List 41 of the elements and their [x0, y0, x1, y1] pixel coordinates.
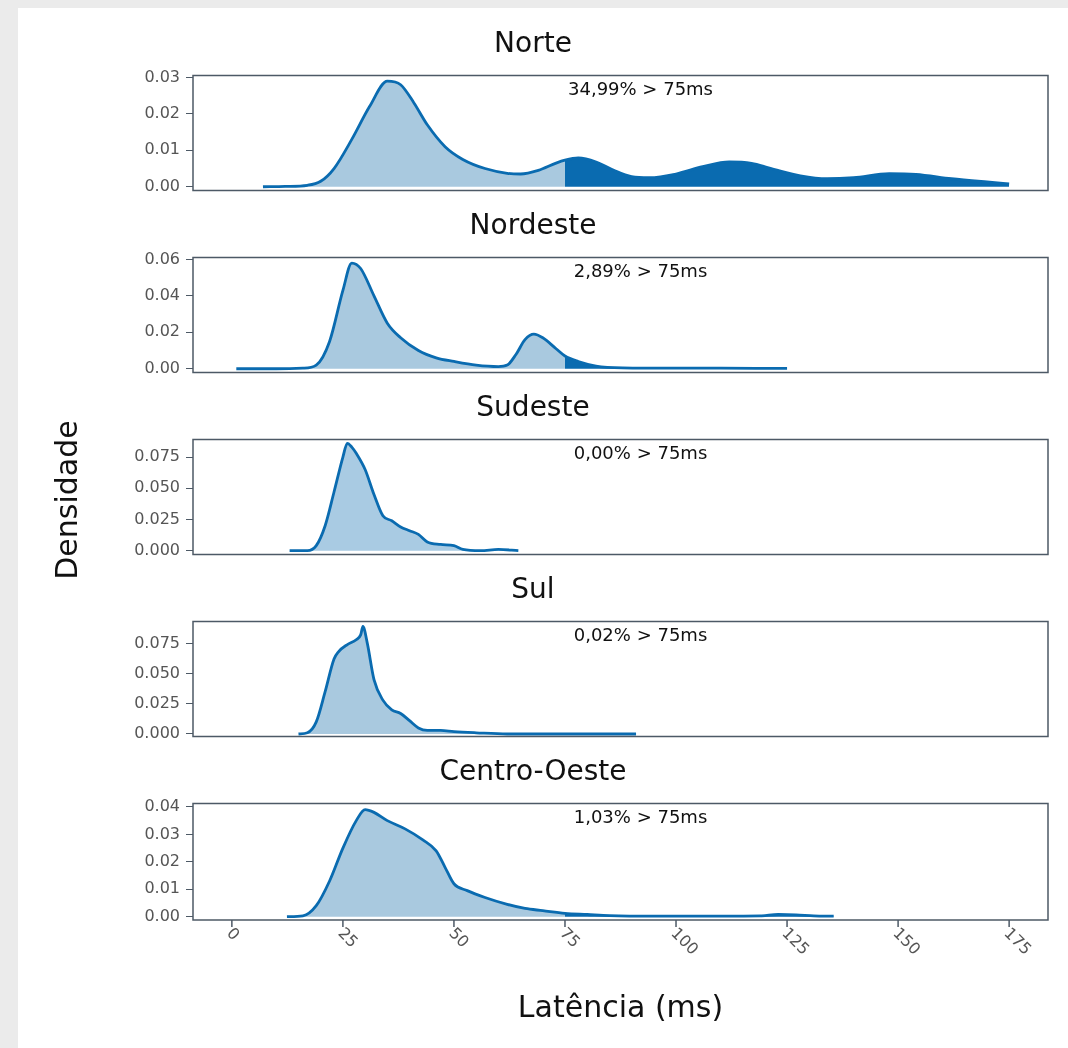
y-tick-label: 0.02 — [144, 850, 180, 870]
x-tick-label: 100 — [667, 923, 703, 959]
annotation: 1,03% > 75ms — [573, 806, 708, 828]
annotation: 34,99% > 75ms — [568, 78, 713, 100]
x-tick-label: 150 — [889, 923, 925, 959]
y-tick-label: 0.00 — [144, 905, 180, 925]
y-tick-label: 0.050 — [134, 662, 180, 682]
y-tick-label: 0.03 — [144, 823, 180, 843]
y-tick-label: 0.01 — [144, 878, 180, 898]
y-tick-label: 0.075 — [134, 632, 180, 652]
chart-title: Nordeste — [469, 208, 597, 242]
annotation: 0,00% > 75ms — [573, 442, 708, 464]
y-tick-label: 0.050 — [134, 477, 180, 497]
y-tick-label: 0.04 — [144, 285, 180, 305]
y-tick-label: 0.000 — [134, 539, 180, 559]
y-tick-label: 0.025 — [134, 692, 180, 712]
x-tick-label: 175 — [1000, 923, 1036, 959]
y-tick-label: 0.02 — [144, 321, 180, 341]
chart-title: Sudeste — [476, 390, 590, 424]
x-tick-label: 50 — [445, 923, 474, 952]
y-tick-label: 0.00 — [144, 175, 180, 195]
y-tick-label: 0.06 — [144, 248, 180, 268]
y-tick-label: 0.02 — [144, 103, 180, 123]
x-tick-label: 125 — [778, 923, 814, 959]
y-tick-label: 0.04 — [144, 796, 180, 816]
x-tick-label: 25 — [334, 923, 363, 952]
chart-title: Sul — [511, 572, 555, 606]
x-tick-label: 0 — [223, 923, 244, 945]
chart-title: Norte — [494, 26, 572, 60]
annotation: 2,89% > 75ms — [573, 260, 708, 282]
y-axis-title: Densidade — [48, 420, 84, 580]
y-tick-label: 0.00 — [144, 357, 180, 377]
chart-title: Centro-Oeste — [439, 754, 627, 788]
x-axis-title: Latência (ms) — [517, 988, 724, 1024]
y-tick-label: 0.01 — [144, 139, 180, 159]
annotation: 0,02% > 75ms — [573, 624, 708, 646]
y-tick-label: 0.000 — [134, 723, 180, 743]
x-tick-label: 75 — [556, 923, 585, 952]
y-tick-label: 0.025 — [134, 508, 180, 528]
y-tick-label: 0.03 — [144, 66, 180, 86]
y-tick-label: 0.075 — [134, 446, 180, 466]
